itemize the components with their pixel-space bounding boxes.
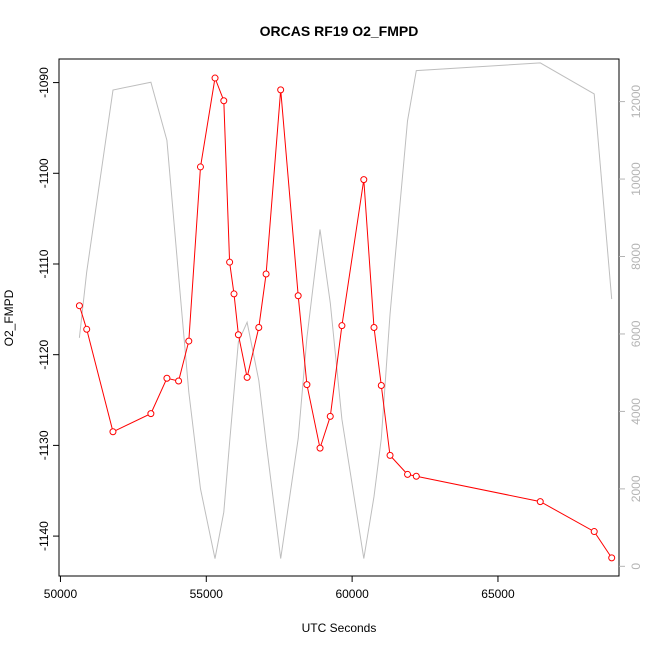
data-point-9 [220,97,228,105]
y-axis: -1140 -1130 -1120 -1110 -1100 -1090 [37,67,59,551]
data-point-6 [185,337,193,345]
data-point-30 [608,554,616,562]
data-point-0 [75,302,83,310]
data-point-16 [277,86,285,94]
data-point-18 [303,381,311,389]
x-axis: 50000 55000 60000 65000 [44,576,515,601]
data-point-19 [316,444,324,452]
chart-title: ORCAS RF19 O2_FMPD [260,23,419,39]
data-point-25 [386,451,394,459]
series-layer [75,62,616,562]
data-point-21 [338,322,346,330]
data-point-22 [360,176,368,184]
data-point-10 [226,258,234,266]
data-point-14 [255,323,263,331]
data-point-20 [326,412,334,420]
data-point-23 [370,323,378,331]
data-point-8 [211,74,219,82]
data-point-17 [294,292,302,300]
x-tick-label-0: 50000 [44,587,78,601]
y-tick-label-0: -1140 [37,521,51,551]
data-point-28 [536,498,544,506]
data-point-24 [377,382,385,390]
x-tick-label-2: 60000 [335,587,369,601]
x-axis-label: UTC Seconds [302,621,377,635]
data-point-2 [109,428,117,436]
data-point-15 [262,270,270,278]
data-point-13 [243,373,251,381]
data-point-26 [404,470,412,478]
data-point-27 [412,472,420,480]
y-tick-label-1: -1130 [37,430,51,460]
y2-tick-label-3: 6000 [629,320,643,347]
x-tick-label-3: 65000 [481,587,515,601]
data-point-5 [175,377,183,385]
data-point-11 [230,290,238,298]
data-point-29 [590,528,598,536]
x-tick-label-1: 55000 [190,587,224,601]
y2-tick-label-6: 12000 [629,85,643,119]
series-right-line [78,62,613,559]
data-point-12 [234,331,242,339]
y-axis-label: O2_FMPD [2,289,16,346]
y2-tick-label-2: 4000 [629,398,643,425]
series-left-line [78,76,613,559]
y2-tick-label-4: 8000 [629,243,643,270]
y-tick-label-5: -1090 [37,67,51,98]
y2-tick-label-0: 0 [629,563,643,570]
y2-axis: 0 2000 4000 6000 8000 10000 12000 [619,85,643,570]
y2-tick-label-1: 2000 [629,475,643,502]
y-tick-label-2: -1120 [37,339,51,369]
y2-tick-label-5: 10000 [629,162,643,196]
y-tick-label-4: -1100 [37,158,51,188]
y-tick-label-3: -1110 [37,249,51,278]
data-point-1 [83,325,91,333]
data-point-7 [196,163,204,171]
plot-frame [58,58,620,577]
data-point-3 [147,410,155,418]
data-point-4 [163,374,171,382]
